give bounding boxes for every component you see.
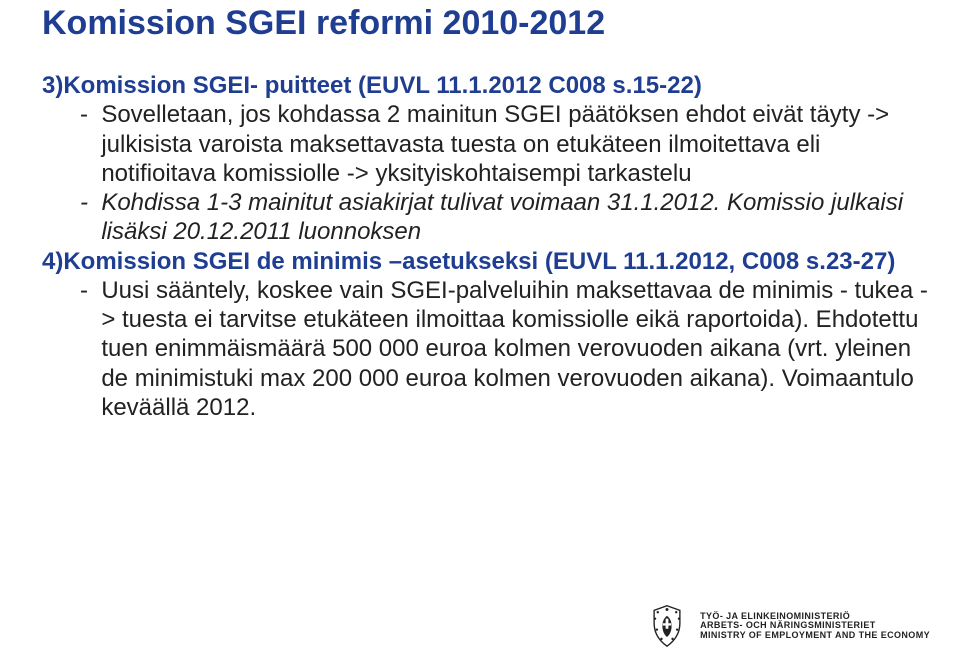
slide-title: Komission SGEI reformi 2010-2012 [42, 4, 928, 43]
bullet-dash: - [80, 188, 101, 247]
bullet-text-italic: Kohdissa 1-3 mainitut asiakirjat tulivat… [101, 188, 928, 247]
ministry-line-en: MINISTRY OF EMPLOYMENT AND THE ECONOMY [700, 631, 930, 640]
section-3-bullet-1: - Sovelletaan, jos kohdassa 2 mainitun S… [80, 100, 928, 188]
slide: Komission SGEI reformi 2010-2012 3)Komis… [0, 0, 960, 671]
ministry-crest-icon [644, 603, 690, 649]
bullet-text: Uusi sääntely, koskee vain SGEI-palvelui… [101, 276, 928, 422]
body-section: 3)Komission SGEI- puitteet (EUVL 11.1.20… [42, 71, 928, 422]
section-4-heading: 4)Komission SGEI de minimis –asetukseksi… [42, 247, 928, 276]
bullet-text: Sovelletaan, jos kohdassa 2 mainitun SGE… [101, 100, 928, 188]
section-4-bullet-1: - Uusi sääntely, koskee vain SGEI-palvel… [80, 276, 928, 422]
section-3-heading: 3)Komission SGEI- puitteet (EUVL 11.1.20… [42, 71, 928, 100]
bullet-dash: - [80, 100, 101, 188]
ministry-text: TYÖ- JA ELINKEINOMINISTERIÖ ARBETS- OCH … [700, 612, 930, 640]
bullet-dash: - [80, 276, 101, 422]
footer-logo: TYÖ- JA ELINKEINOMINISTERIÖ ARBETS- OCH … [644, 603, 930, 649]
section-4-body: - Uusi sääntely, koskee vain SGEI-palvel… [80, 276, 928, 422]
section-3-bullet-2: - Kohdissa 1-3 mainitut asiakirjat tuliv… [80, 188, 928, 247]
section-3-body: - Sovelletaan, jos kohdassa 2 mainitun S… [80, 100, 928, 246]
